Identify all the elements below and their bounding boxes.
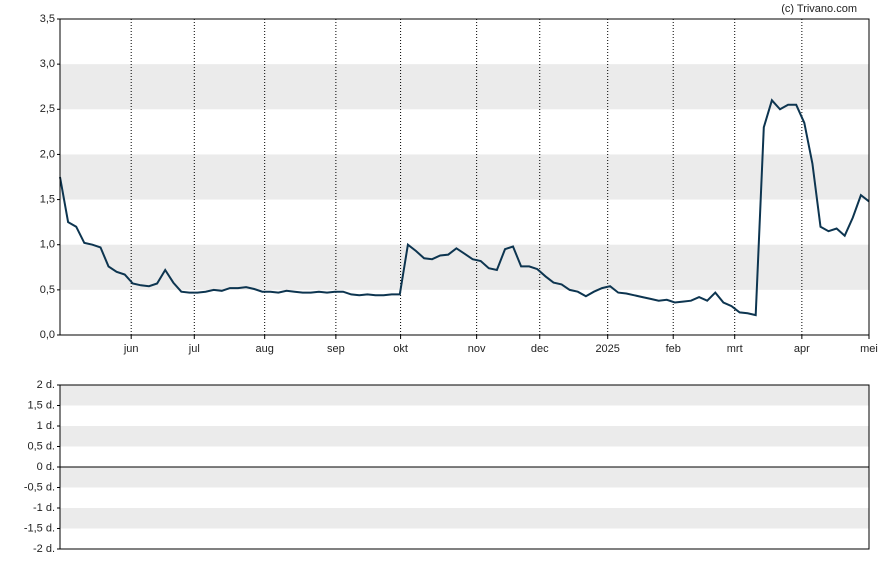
x-tick-label: okt <box>393 343 408 355</box>
x-tick-label: 2025 <box>595 343 619 355</box>
plot-border <box>59 18 870 336</box>
y-tick-label: 3,5 <box>40 13 55 25</box>
y-tick-label: 0,5 d. <box>27 440 55 452</box>
y-tick-label: 2,5 <box>40 103 55 115</box>
plot-border <box>59 384 870 550</box>
y-tick-label: -2 d. <box>33 543 55 555</box>
y-tick-label: 0 d. <box>37 461 55 473</box>
grid-band <box>60 154 869 200</box>
y-tick-label: 0,0 <box>40 329 55 341</box>
y-tick-label: 1 d. <box>37 420 55 432</box>
y-tick-label: -1 d. <box>33 502 55 514</box>
grid-band <box>60 467 869 488</box>
grid-band <box>60 426 869 447</box>
grid-band <box>60 244 869 290</box>
grid-band <box>60 64 869 110</box>
y-tick-label: 1,5 d. <box>27 399 55 411</box>
x-tick-label: feb <box>666 343 681 355</box>
x-tick-label: aug <box>255 343 273 355</box>
x-tick-label: jul <box>188 343 200 355</box>
grid-band <box>60 508 869 529</box>
y-tick-label: 2,0 <box>40 148 55 160</box>
y-tick-label: -1,5 d. <box>24 522 55 534</box>
price-line <box>59 98 870 317</box>
x-tick-label: dec <box>531 343 549 355</box>
x-tick-label: jun <box>123 343 139 355</box>
y-tick-label: 2 d. <box>37 379 55 391</box>
x-tick-label: sep <box>327 343 345 355</box>
x-tick-label: apr <box>794 343 810 355</box>
y-tick-label: 3,0 <box>40 58 55 70</box>
x-tick-label: nov <box>468 343 486 355</box>
x-tick-label: mrt <box>727 343 743 355</box>
source-credit: (c) Trivano.com <box>781 3 857 15</box>
grid-band <box>60 385 869 406</box>
y-tick-label: 1,5 <box>40 193 55 205</box>
y-tick-label: 1,0 <box>40 239 55 251</box>
y-tick-label: 0,5 <box>40 284 55 296</box>
y-tick-label: -0,5 d. <box>24 481 55 493</box>
x-tick-label: mei <box>860 343 878 355</box>
